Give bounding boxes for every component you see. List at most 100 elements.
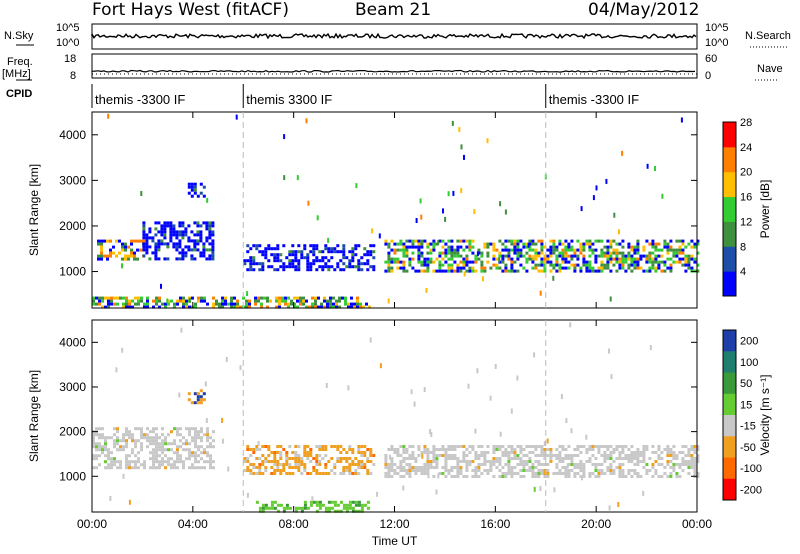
data-cell [356, 296, 359, 300]
beam-title: Beam 21 [355, 0, 432, 20]
data-cell [546, 454, 550, 457]
data-cell [98, 299, 101, 303]
data-cell [588, 269, 592, 273]
data-cell [348, 445, 352, 448]
data-cell [187, 236, 191, 240]
data-cell [438, 454, 442, 457]
data-cell [309, 265, 313, 269]
data-cell [142, 248, 146, 252]
data-cell [196, 398, 200, 402]
data-cell [609, 451, 613, 454]
data-cell [363, 503, 367, 507]
data-cell [582, 245, 586, 249]
data-cell [534, 475, 538, 478]
data-cell [576, 257, 580, 261]
data-cell [573, 251, 577, 255]
data-cell [444, 216, 447, 222]
data-cell [417, 251, 421, 255]
data-cell [414, 469, 418, 472]
data-cell [191, 466, 194, 470]
data-cell [675, 260, 679, 264]
data-cell [193, 242, 196, 248]
data-cell [130, 242, 133, 246]
data-cell [429, 429, 432, 435]
data-cell [540, 263, 544, 267]
data-cell [188, 451, 191, 455]
data-cell [423, 472, 427, 475]
data-cell [387, 245, 391, 249]
data-cell [348, 503, 352, 507]
data-cell [609, 463, 613, 466]
data-cell [315, 259, 319, 263]
data-cell [672, 466, 676, 469]
data-cell [450, 245, 454, 249]
data-cell [387, 448, 391, 451]
data-cell [329, 302, 332, 306]
data-cell [474, 466, 478, 469]
data-cell [285, 457, 289, 460]
data-cell [212, 430, 215, 434]
data-cell [519, 448, 523, 451]
data-cell [196, 224, 200, 228]
data-cell [651, 445, 655, 448]
data-cell [513, 248, 517, 252]
power-panel-frame [91, 111, 698, 309]
data-cell [534, 242, 538, 246]
data-cell [438, 472, 442, 475]
data-cell [387, 242, 391, 246]
data-cell [131, 305, 134, 309]
data-cell [555, 257, 559, 261]
data-cell [534, 448, 538, 451]
data-cell [342, 268, 346, 272]
data-cell [142, 227, 146, 231]
data-cell [131, 466, 134, 470]
data-cell [561, 257, 565, 261]
data-cell [444, 260, 448, 264]
colorbar-tick-label: 4 [740, 266, 746, 278]
data-cell [411, 457, 415, 460]
data-cell [447, 257, 451, 261]
data-cell [321, 250, 325, 254]
data-cell [125, 454, 128, 458]
colorbar-label: Power [dB] [758, 180, 772, 239]
data-cell [278, 296, 281, 300]
data-cell [113, 457, 116, 461]
freq-tick-top: 18 [64, 53, 77, 65]
data-cell [663, 269, 667, 273]
data-cell [179, 433, 182, 437]
data-cell [275, 299, 278, 303]
data-cell [291, 262, 295, 266]
data-cell [573, 254, 577, 258]
data-cell [309, 244, 313, 248]
nave-tick-top: 60 [705, 53, 718, 65]
data-cell [208, 224, 212, 228]
data-cell [273, 457, 277, 460]
data-cell [630, 457, 634, 460]
data-cell [330, 265, 334, 269]
data-cell [537, 254, 541, 258]
data-cell [435, 466, 439, 469]
data-cell [154, 254, 158, 258]
data-cell [109, 496, 112, 501]
data-cell [206, 430, 209, 434]
data-cell [444, 269, 448, 273]
data-cell [255, 247, 259, 251]
data-cell [411, 242, 415, 246]
data-cell [276, 463, 280, 466]
data-cell [489, 463, 493, 466]
data-cell [342, 250, 346, 254]
data-cell [196, 392, 200, 396]
data-cell [417, 239, 421, 243]
data-cell [243, 457, 247, 460]
data-cell [471, 239, 475, 243]
data-cell [95, 442, 98, 446]
data-cell [354, 469, 358, 472]
data-cell [459, 472, 463, 475]
data-cell [140, 296, 143, 300]
data-cell [342, 253, 346, 257]
data-cell [564, 251, 568, 255]
data-cell [669, 239, 673, 243]
data-cell [672, 454, 676, 457]
data-cell [585, 239, 589, 243]
data-cell [191, 296, 194, 300]
